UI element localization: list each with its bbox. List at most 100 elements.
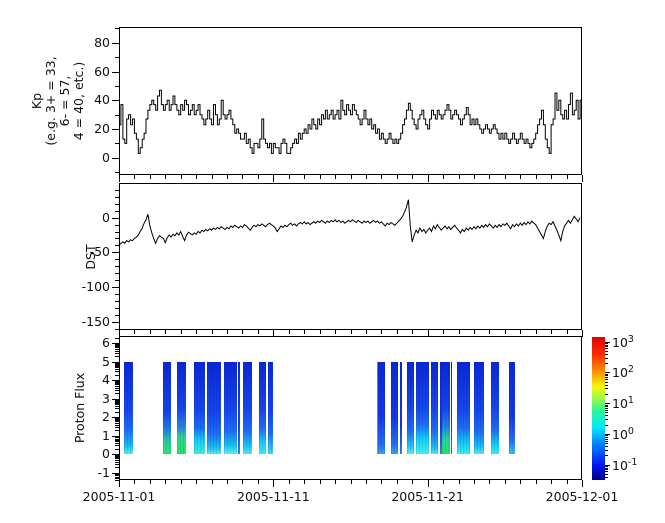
flux-bar xyxy=(177,361,186,455)
y-minor-tick xyxy=(115,441,119,443)
x-minor-tick xyxy=(365,175,367,179)
y-minor-tick xyxy=(115,436,119,438)
x-major-tick xyxy=(273,330,275,337)
y-minor-tick xyxy=(115,387,119,389)
x-major-tick xyxy=(273,175,275,182)
colorbar-minor-tick xyxy=(605,343,608,345)
y-tick-label: -150 xyxy=(81,313,110,329)
colorbar-minor-tick xyxy=(605,469,608,471)
x-minor-tick xyxy=(165,480,167,484)
y-minor-tick xyxy=(115,445,119,447)
y-minor-tick xyxy=(115,266,119,268)
colorbar-minor-tick xyxy=(605,412,608,414)
x-minor-tick xyxy=(196,175,198,179)
x-minor-tick xyxy=(304,175,306,179)
y-major-tick xyxy=(112,435,119,437)
y-minor-tick xyxy=(115,344,119,346)
x-minor-tick xyxy=(242,175,244,179)
x-minor-tick xyxy=(473,175,475,179)
y-minor-tick xyxy=(115,382,119,384)
x-minor-tick xyxy=(211,330,213,334)
y-minor-tick xyxy=(115,385,119,387)
y-minor-tick xyxy=(115,473,119,475)
y-minor-tick xyxy=(115,411,119,413)
x-minor-tick xyxy=(165,175,167,179)
colorbar-minor-tick xyxy=(605,446,608,448)
y-minor-tick xyxy=(115,203,119,205)
x-minor-tick xyxy=(149,480,151,484)
flux-bar xyxy=(490,361,499,455)
y-minor-tick xyxy=(115,402,119,404)
flux-bar xyxy=(406,361,414,455)
y-minor-tick xyxy=(115,457,119,458)
x-minor-tick xyxy=(458,330,460,334)
y-tick-label: 3 xyxy=(102,390,110,406)
y-minor-tick xyxy=(115,443,119,445)
x-minor-tick xyxy=(227,330,229,334)
y-minor-tick xyxy=(115,455,119,457)
x-minor-tick xyxy=(350,330,352,334)
x-minor-tick xyxy=(489,175,491,179)
x-minor-tick xyxy=(350,175,352,179)
y-minor-tick xyxy=(115,463,119,465)
x-minor-tick xyxy=(520,480,522,484)
y-major-tick xyxy=(112,100,119,102)
x-major-tick xyxy=(273,480,275,487)
x-minor-tick xyxy=(335,480,337,484)
colorbar-minor-tick xyxy=(605,409,608,411)
y-minor-tick xyxy=(115,314,119,316)
x-major-tick xyxy=(427,480,429,487)
y-minor-tick xyxy=(115,196,119,198)
y-minor-tick xyxy=(115,424,119,426)
x-minor-tick xyxy=(504,330,506,334)
kp-axis-label: Kp (e.g. 3+ = 33, 6- = 57, 4 = 40, etc.) xyxy=(29,56,86,146)
y-tick-label: 0 xyxy=(102,446,110,462)
x-minor-tick xyxy=(196,480,198,484)
flux-bar xyxy=(376,361,379,455)
x-minor-tick xyxy=(180,330,182,334)
x-minor-tick xyxy=(443,480,445,484)
x-minor-tick xyxy=(566,175,568,179)
flux-bar xyxy=(258,361,266,455)
flux-bar xyxy=(473,361,484,455)
x-minor-tick xyxy=(288,330,290,334)
y-minor-tick xyxy=(115,478,119,480)
x-minor-tick xyxy=(227,175,229,179)
colorbar-minor-tick xyxy=(605,375,608,377)
colorbar-minor-tick xyxy=(605,379,608,381)
colorbar-minor-tick xyxy=(605,473,608,475)
y-tick-label: 60 xyxy=(94,63,110,79)
y-minor-tick xyxy=(115,418,119,420)
y-tick-label: -1 xyxy=(97,464,110,480)
x-minor-tick xyxy=(227,480,229,484)
y-minor-tick xyxy=(115,475,119,477)
y-tick-label: 4 xyxy=(102,372,110,388)
y-minor-tick xyxy=(115,365,119,367)
x-minor-tick xyxy=(211,175,213,179)
y-minor-tick xyxy=(115,347,119,349)
x-minor-tick xyxy=(458,480,460,484)
colorbar-tick-label: 102 xyxy=(612,364,634,381)
x-minor-tick xyxy=(412,330,414,334)
x-minor-tick xyxy=(288,175,290,179)
flux-bar xyxy=(400,361,402,455)
y-minor-tick xyxy=(115,307,119,309)
colorbar-minor-tick xyxy=(605,467,608,469)
x-minor-tick xyxy=(134,175,136,179)
y-minor-tick xyxy=(115,273,119,275)
flux-colorbar xyxy=(592,337,605,480)
flux-bar xyxy=(238,361,240,455)
y-minor-tick xyxy=(115,231,119,233)
x-minor-tick xyxy=(149,330,151,334)
y-minor-tick xyxy=(115,28,119,30)
x-major-tick xyxy=(582,330,583,337)
flux-bar xyxy=(223,361,238,455)
colorbar-minor-tick xyxy=(605,363,608,365)
y-major-tick xyxy=(112,398,119,400)
x-major-tick xyxy=(427,330,429,337)
x-minor-tick xyxy=(304,330,306,334)
flux-bar xyxy=(440,361,442,455)
flux-bar xyxy=(242,361,252,455)
y-minor-tick xyxy=(115,245,119,247)
y-tick-label: 0 xyxy=(102,149,110,165)
